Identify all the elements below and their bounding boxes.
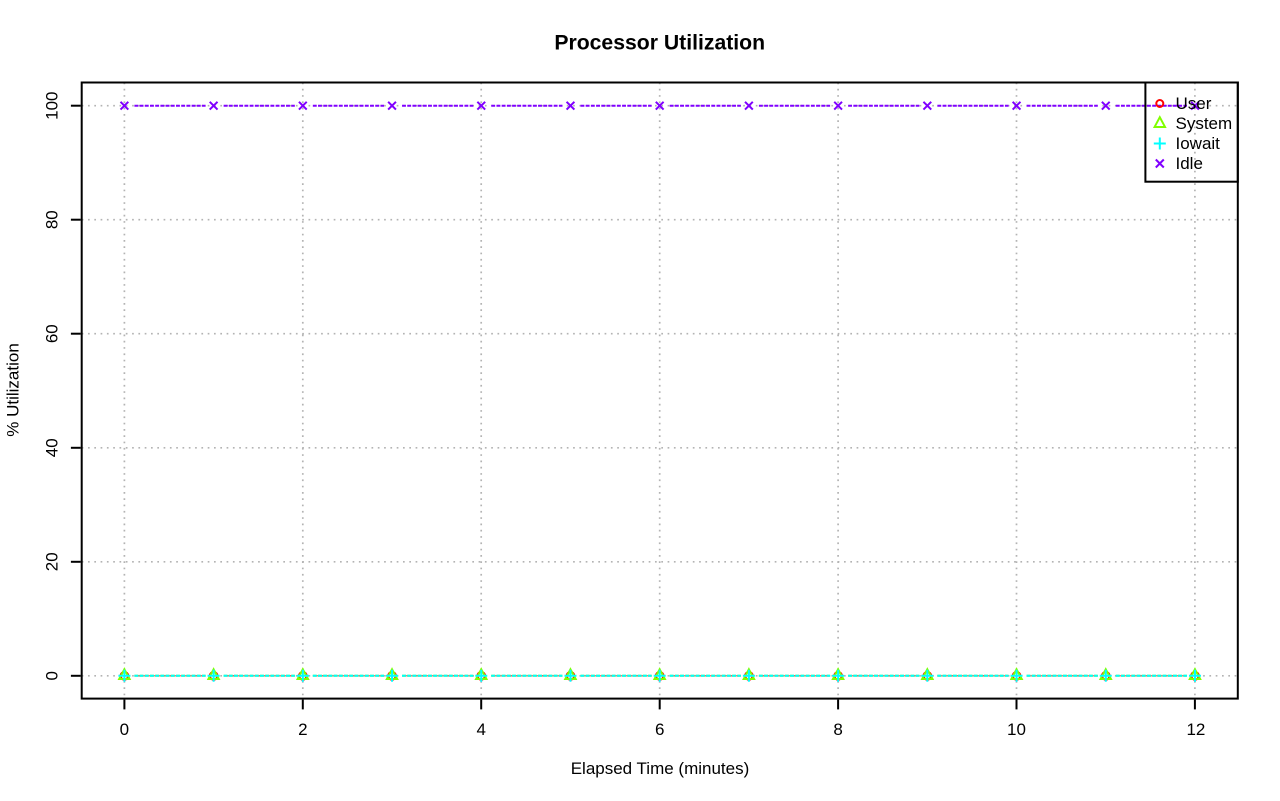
svg-text:80: 80 bbox=[43, 210, 62, 229]
svg-text:10: 10 bbox=[1007, 720, 1026, 739]
svg-text:Idle: Idle bbox=[1176, 154, 1203, 173]
svg-text:12: 12 bbox=[1186, 720, 1205, 739]
svg-text:User: User bbox=[1176, 94, 1212, 113]
svg-text:100: 100 bbox=[43, 92, 62, 120]
svg-text:60: 60 bbox=[43, 324, 62, 343]
svg-text:40: 40 bbox=[43, 438, 62, 457]
svg-text:0: 0 bbox=[43, 671, 62, 680]
svg-text:8: 8 bbox=[833, 720, 842, 739]
svg-text:% Utilization: % Utilization bbox=[3, 343, 22, 437]
svg-text:6: 6 bbox=[655, 720, 664, 739]
svg-text:4: 4 bbox=[476, 720, 485, 739]
svg-text:Elapsed Time (minutes): Elapsed Time (minutes) bbox=[571, 759, 750, 778]
svg-text:System: System bbox=[1176, 114, 1233, 133]
svg-text:2: 2 bbox=[298, 720, 307, 739]
svg-text:Processor Utilization: Processor Utilization bbox=[554, 32, 765, 55]
svg-text:Iowait: Iowait bbox=[1176, 134, 1221, 153]
svg-text:20: 20 bbox=[43, 552, 62, 571]
svg-text:0: 0 bbox=[120, 720, 129, 739]
